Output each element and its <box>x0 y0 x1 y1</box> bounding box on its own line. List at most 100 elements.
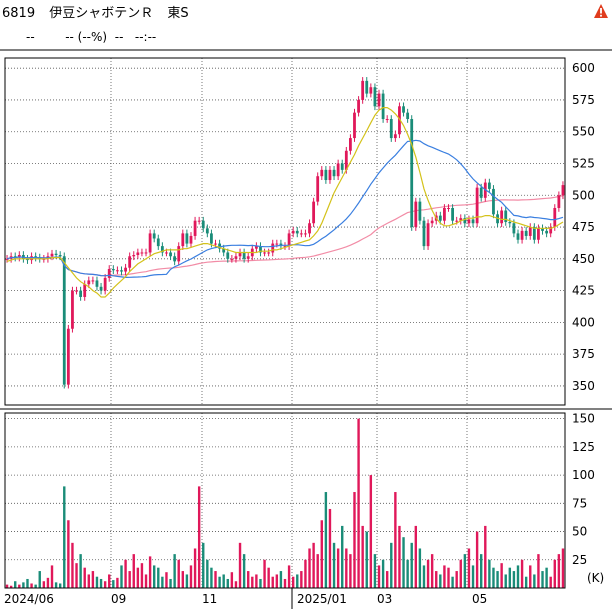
volume-bar <box>480 554 483 588</box>
volume-bar <box>136 567 140 588</box>
volume-bar <box>430 554 434 588</box>
volume-bar <box>533 574 536 588</box>
price-tick-label: 475 <box>572 220 595 234</box>
volume-bar <box>349 554 352 588</box>
candle-body <box>308 223 311 234</box>
volume-bar <box>279 571 283 588</box>
volume-bar <box>500 563 503 588</box>
volume-bar <box>54 582 58 588</box>
candle-body <box>443 207 446 221</box>
price-tick-label: 450 <box>572 252 595 266</box>
ma-long-line <box>6 195 564 277</box>
volume-bar <box>357 418 360 588</box>
volume-bar <box>58 583 62 588</box>
x-tick-label: 05 <box>472 592 487 606</box>
volume-tick-label: 150 <box>572 412 595 426</box>
volume-bar <box>132 554 135 588</box>
x-tick-label: 03 <box>377 592 392 606</box>
volume-bar <box>471 565 475 588</box>
volume-bar <box>394 492 397 588</box>
volume-bar <box>177 559 180 588</box>
ma-short-path <box>6 106 564 298</box>
candle-body <box>353 112 356 139</box>
ma-short-line <box>6 106 564 298</box>
candle-body <box>177 246 181 262</box>
ma-mid-path <box>6 139 564 279</box>
candle-body <box>475 187 479 224</box>
stock-header: 6819 伊豆シャボテンＲ 東S <box>2 2 199 21</box>
current-price: -- <box>26 30 35 44</box>
candle-body <box>71 290 74 329</box>
candle-body <box>553 207 557 228</box>
candle-body <box>79 290 83 297</box>
volume-bar <box>377 565 381 588</box>
candle-body <box>336 163 340 177</box>
volume-bar <box>529 565 532 588</box>
volume-bar <box>128 571 131 588</box>
candle-body <box>312 201 316 224</box>
candle-body <box>152 233 156 239</box>
candle-body <box>111 268 115 271</box>
price-tick-label: 350 <box>572 379 595 393</box>
volume-bar <box>152 565 156 588</box>
volume-bar <box>185 574 189 588</box>
volume-bar <box>251 576 254 588</box>
volume-bar <box>144 574 148 588</box>
candle-body <box>148 233 152 253</box>
volume-bar <box>91 571 95 588</box>
candle-body <box>91 280 95 282</box>
volume-bar <box>234 581 238 588</box>
volume-bar <box>312 542 315 588</box>
volume-panel-frame <box>4 412 566 589</box>
x-tick-label: 11 <box>202 592 217 606</box>
volume-bar <box>206 559 209 588</box>
volume-bar <box>447 567 450 588</box>
volume-bar <box>197 486 201 588</box>
volume-bar <box>30 583 33 588</box>
candle-body <box>487 182 491 189</box>
volume-bar <box>508 567 512 588</box>
candle-body <box>492 188 495 215</box>
stock-code: 6819 <box>2 6 36 21</box>
volume-bar <box>496 571 499 588</box>
volume-bar <box>202 542 205 588</box>
candle-body <box>385 119 389 121</box>
price-tick-label: 525 <box>572 156 595 170</box>
volume-bar <box>439 574 442 588</box>
volume-bar <box>247 571 250 588</box>
candle-body <box>373 87 377 107</box>
volume-bar <box>316 554 319 588</box>
candle-body <box>156 238 160 247</box>
warning-triangle-icon[interactable] <box>593 3 609 19</box>
volume-bar <box>557 554 561 588</box>
volume-bar <box>116 577 119 588</box>
volume-bar <box>475 531 479 588</box>
volume-bar <box>345 548 348 588</box>
candle-body <box>381 93 385 120</box>
volume-bar <box>173 554 176 588</box>
volume-bar <box>120 565 123 588</box>
volume-bar <box>492 567 495 588</box>
volume-bar <box>218 576 221 588</box>
candle-body <box>532 227 536 240</box>
volume-bar <box>75 563 78 588</box>
volume-bar <box>22 582 25 588</box>
ma-mid-line <box>6 139 564 279</box>
volume-bar <box>426 559 430 588</box>
candle-body <box>528 227 532 236</box>
candle-body <box>463 218 467 224</box>
candle-body <box>304 233 307 235</box>
candle-body <box>54 253 58 256</box>
candle-body <box>344 150 348 170</box>
ma-long-path <box>6 195 564 277</box>
candle-body <box>34 256 38 258</box>
volume-bar <box>18 584 21 588</box>
price-line: -- -- (--%) -- --:-- <box>26 30 156 44</box>
candle-body <box>66 328 70 385</box>
candle-body <box>193 220 197 236</box>
volume-bar <box>67 520 70 588</box>
candle-body <box>17 255 21 258</box>
market-label: 東S <box>167 6 189 21</box>
volume-bar <box>467 548 471 588</box>
